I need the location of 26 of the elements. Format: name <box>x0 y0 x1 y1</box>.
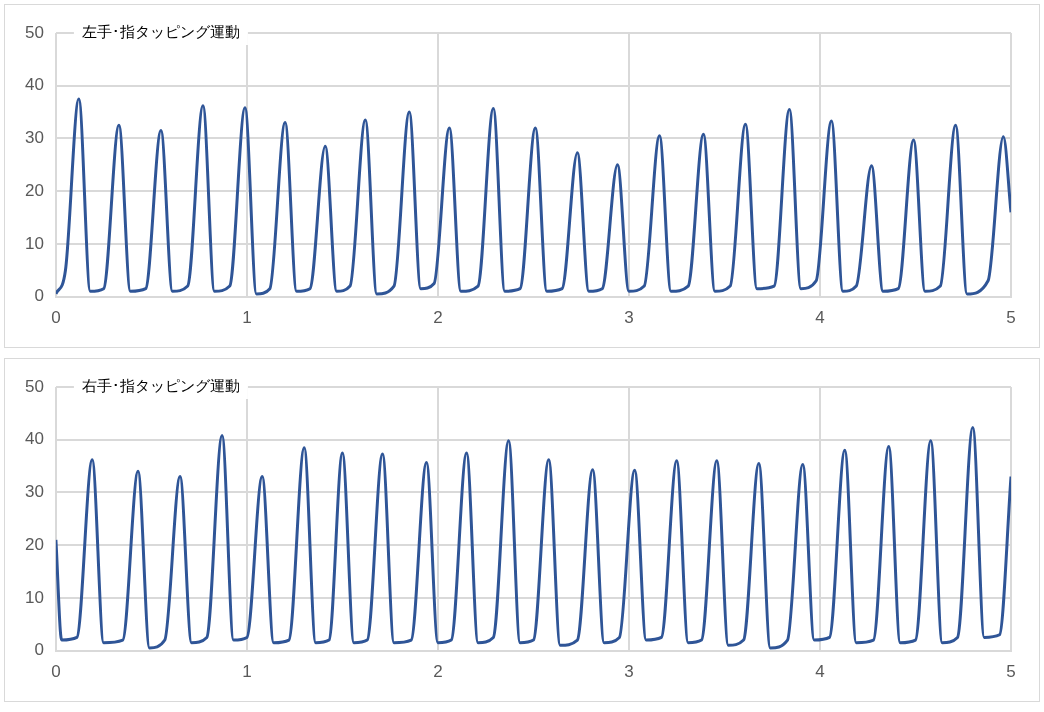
x-tick-label: 4 <box>815 662 825 682</box>
chart-title: 右手･指タッピング運動 <box>81 376 240 395</box>
y-tick-label: 0 <box>34 286 44 306</box>
x-tick-label: 1 <box>242 662 252 682</box>
y-tick-label: 20 <box>24 534 44 554</box>
x-tick-label: 2 <box>433 662 443 682</box>
x-tick-label: 2 <box>433 308 443 328</box>
y-tick-label: 0 <box>34 640 44 660</box>
x-tick-label: 3 <box>624 308 634 328</box>
y-tick-label: 30 <box>24 482 44 502</box>
x-tick-label: 4 <box>815 308 825 328</box>
x-tick-label: 5 <box>1006 308 1016 328</box>
x-tick-label: 3 <box>624 662 634 682</box>
y-tick-label: 50 <box>24 22 44 42</box>
x-tick-label: 5 <box>1006 662 1016 682</box>
chart-title: 左手･指タッピング運動 <box>81 22 240 41</box>
y-tick-label: 20 <box>24 180 44 200</box>
y-tick-label: 10 <box>24 587 44 607</box>
y-tick-label: 10 <box>24 233 44 253</box>
x-tick-label: 0 <box>51 662 61 682</box>
y-tick-label: 30 <box>24 128 44 148</box>
x-tick-label: 1 <box>242 308 252 328</box>
y-tick-label: 40 <box>24 75 44 95</box>
y-tick-label: 40 <box>24 429 44 449</box>
x-tick-label: 0 <box>51 308 61 328</box>
y-tick-label: 50 <box>24 376 44 396</box>
